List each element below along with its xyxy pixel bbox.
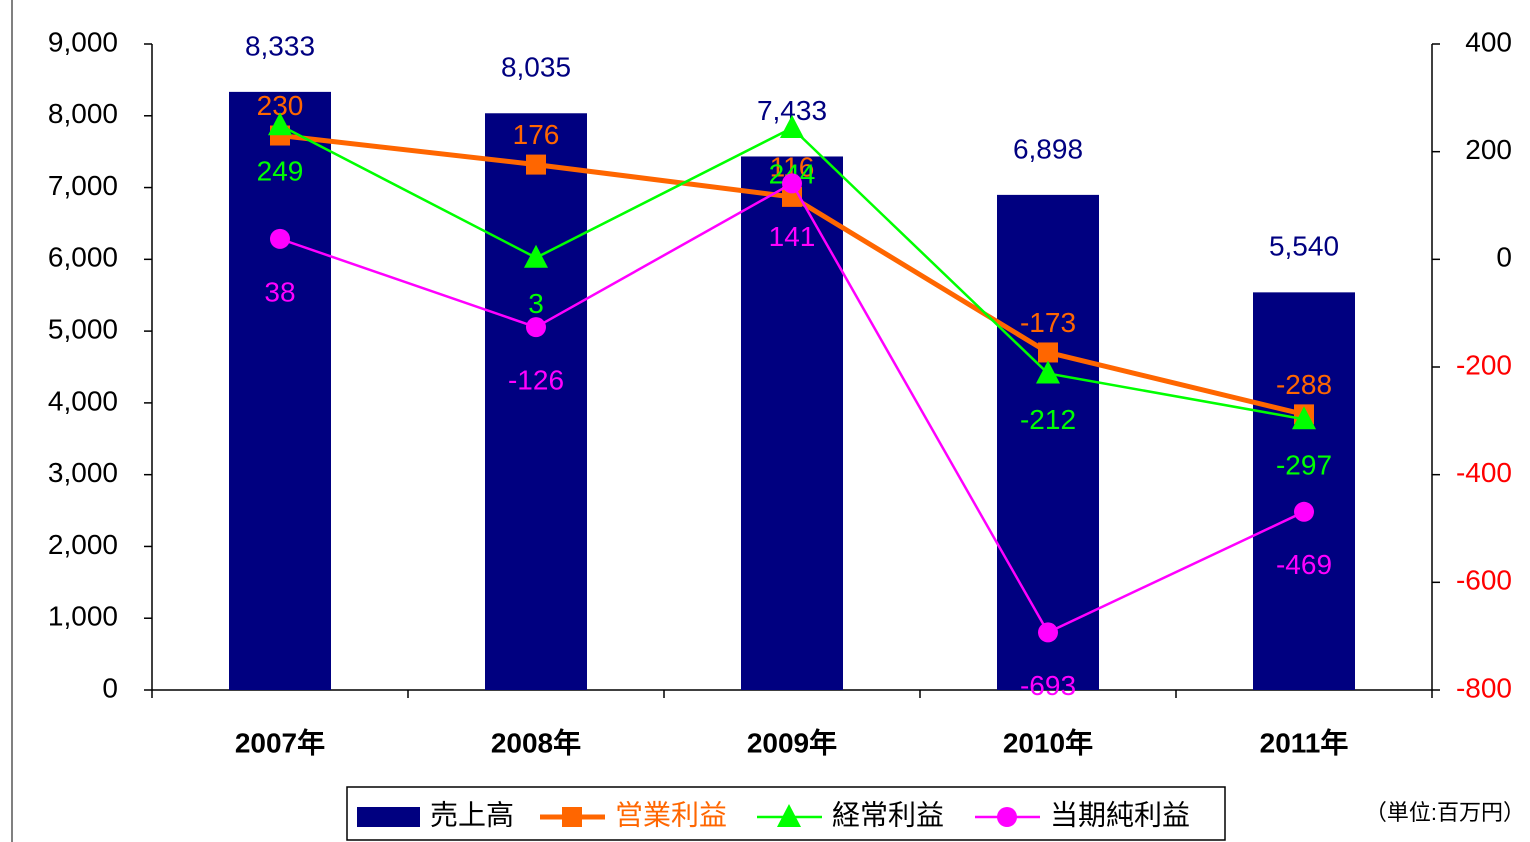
line-value-label: -212 bbox=[1020, 404, 1076, 435]
y2-tick-label: 200 bbox=[1465, 134, 1512, 165]
y-tick-label: 4,000 bbox=[48, 385, 118, 416]
legend-label: 経常利益 bbox=[832, 799, 944, 830]
bar bbox=[485, 113, 587, 690]
x-tick-label: 2011年 bbox=[1260, 726, 1349, 758]
x-tick-label: 2008年 bbox=[491, 726, 581, 758]
line-value-label: 249 bbox=[257, 156, 304, 187]
line-value-label: 3 bbox=[528, 288, 544, 319]
y2-tick-label: -400 bbox=[1456, 457, 1512, 488]
legend-marker bbox=[777, 804, 801, 827]
y-tick-label: 0 bbox=[102, 672, 118, 703]
y-tick-label: 1,000 bbox=[48, 601, 118, 632]
line-value-label: -288 bbox=[1276, 369, 1332, 400]
y-tick-label: 7,000 bbox=[48, 170, 118, 201]
bar-value-label: 8,035 bbox=[501, 52, 571, 83]
bar-value-label: 5,540 bbox=[1269, 231, 1339, 262]
bar-value-label: 8,333 bbox=[245, 30, 315, 61]
legend-marker bbox=[997, 807, 1017, 827]
line-marker bbox=[1036, 360, 1060, 384]
line-marker bbox=[270, 228, 290, 249]
legend-label: 売上高 bbox=[430, 799, 514, 830]
line-value-label: 141 bbox=[769, 221, 816, 252]
y-tick-label: 9,000 bbox=[48, 26, 118, 57]
legend-label: 当期純利益 bbox=[1050, 799, 1190, 830]
line-marker bbox=[1294, 501, 1314, 522]
legend-marker bbox=[562, 807, 582, 827]
bar bbox=[1253, 292, 1355, 690]
line-marker bbox=[1292, 406, 1316, 430]
y-tick-label: 8,000 bbox=[48, 98, 118, 129]
y2-tick-label: 0 bbox=[1496, 242, 1512, 273]
y2-tick-label: -200 bbox=[1456, 349, 1512, 380]
line-marker bbox=[782, 173, 802, 194]
y2-tick-label: 400 bbox=[1465, 26, 1512, 57]
y2-tick-label: -600 bbox=[1456, 565, 1512, 596]
bar bbox=[229, 91, 331, 690]
line-marker bbox=[268, 112, 292, 136]
bar-value-label: 6,898 bbox=[1013, 133, 1083, 164]
line-marker bbox=[526, 317, 546, 338]
y2-tick-label: -800 bbox=[1456, 672, 1512, 703]
line-value-label: -469 bbox=[1276, 549, 1332, 580]
unit-note: （単位:百万円） bbox=[1365, 800, 1525, 825]
bar bbox=[997, 194, 1099, 690]
y-tick-label: 3,000 bbox=[48, 457, 118, 488]
x-tick-label: 2010年 bbox=[1003, 726, 1093, 758]
line-marker bbox=[526, 154, 546, 175]
line-marker bbox=[780, 114, 804, 138]
y-tick-label: 2,000 bbox=[48, 529, 118, 560]
x-tick-label: 2009年 bbox=[747, 726, 837, 758]
line-marker bbox=[524, 244, 548, 268]
legend-label: 営業利益 bbox=[615, 799, 727, 830]
line-marker bbox=[1038, 622, 1058, 643]
line-value-label: 176 bbox=[513, 119, 560, 150]
line-value-label: -693 bbox=[1020, 670, 1076, 701]
y-tick-label: 6,000 bbox=[48, 242, 118, 273]
line-value-label: -126 bbox=[508, 365, 564, 396]
legend-swatch bbox=[357, 807, 420, 827]
x-tick-label: 2007年 bbox=[235, 726, 325, 758]
line-marker bbox=[1038, 342, 1058, 363]
line-value-label: -173 bbox=[1020, 307, 1076, 338]
y-tick-label: 5,000 bbox=[48, 314, 118, 345]
line-value-label: -297 bbox=[1276, 450, 1332, 481]
line-value-label: 38 bbox=[264, 276, 295, 307]
